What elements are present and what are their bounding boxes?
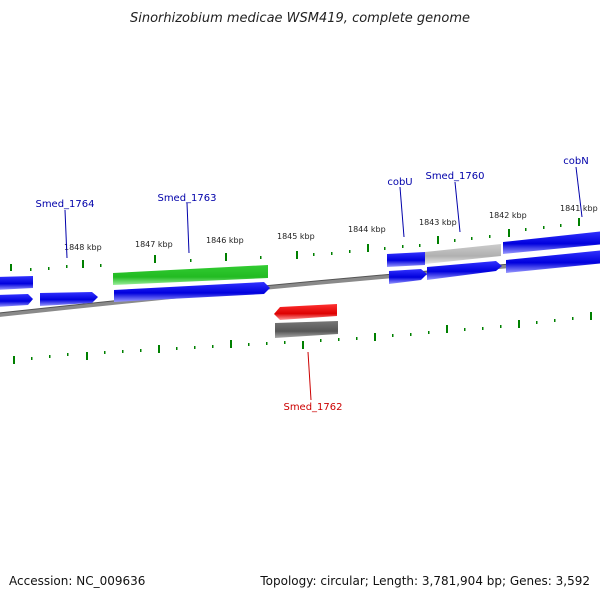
inner-tick-ring — [13, 312, 592, 364]
gene-feature-smed-1763[interactable] — [113, 265, 268, 285]
gene-feature-cobu[interactable] — [387, 252, 425, 267]
tick-label: 1841 kbp — [560, 204, 598, 213]
forward-track-inner — [0, 250, 600, 307]
gene-label-cobn[interactable]: cobN — [563, 156, 588, 167]
gene-labels: Smed_1764 Smed_1763 cobU Smed_1760 cobN … — [35, 156, 588, 413]
forward-track-outer — [0, 231, 600, 290]
outer-tick-ring — [10, 218, 580, 271]
tick-label: 1845 kbp — [277, 232, 315, 241]
tick-label: 1847 kbp — [135, 240, 173, 249]
gene-label-smed-1764[interactable]: Smed_1764 — [35, 199, 94, 210]
genome-summary: Topology: circular; Length: 3,781,904 bp… — [260, 574, 590, 588]
tick-label: 1844 kbp — [348, 225, 386, 234]
gene-feature-smed-1760[interactable] — [425, 244, 501, 264]
tick-label: 1846 kbp — [206, 236, 244, 245]
tick-label: 1842 kbp — [489, 211, 527, 220]
accession-label: Accession: NC_009636 — [9, 574, 146, 588]
gene-label-smed-1760[interactable]: Smed_1760 — [425, 171, 484, 182]
gene-feature[interactable] — [427, 261, 502, 280]
map-title: Sinorhizobium medicae WSM419, complete g… — [130, 11, 470, 26]
gene-feature[interactable] — [114, 282, 270, 302]
gene-feature[interactable] — [0, 294, 33, 307]
gene-feature-cobn[interactable] — [503, 231, 600, 254]
gene-feature[interactable] — [0, 276, 33, 290]
gene-feature[interactable] — [506, 250, 600, 273]
tick-labels: 1848 kbp 1847 kbp 1846 kbp 1845 kbp 1844… — [64, 204, 598, 252]
gene-label-cobu[interactable]: cobU — [387, 177, 412, 188]
reverse-track — [274, 304, 338, 338]
tick-label: 1848 kbp — [64, 243, 102, 252]
gene-label-smed-1763[interactable]: Smed_1763 — [157, 193, 216, 204]
tick-label: 1843 kbp — [419, 218, 457, 227]
gene-label-smed-1762[interactable]: Smed_1762 — [283, 402, 342, 413]
gene-feature-smed-1762[interactable] — [274, 304, 337, 320]
gene-feature[interactable] — [389, 269, 427, 284]
gene-feature[interactable] — [275, 321, 338, 338]
gene-feature-smed-1764[interactable] — [40, 292, 98, 306]
label-leaders — [64, 166, 583, 401]
